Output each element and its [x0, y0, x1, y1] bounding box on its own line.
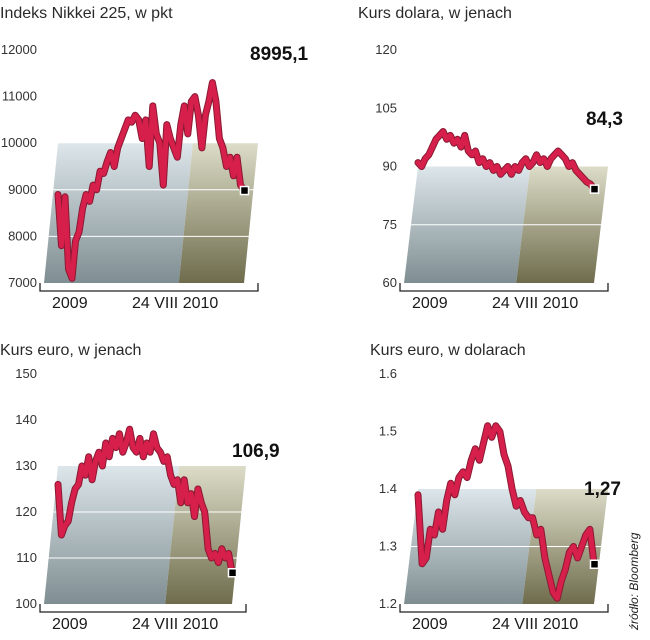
panel-left — [44, 466, 180, 604]
last-value-label: 106,9 — [232, 441, 280, 462]
x-axis — [39, 604, 247, 613]
x-label-end: 24 VIII 2010 — [132, 616, 218, 633]
x-label-start: 2009 — [412, 295, 448, 312]
chart-3: Kurs euro, w jenach 150 140 130 120 110 100 106… — [0, 342, 280, 633]
y-tick-label: 12000 — [1, 42, 37, 57]
last-value-marker — [589, 559, 600, 569]
y-tick-label: 10000 — [1, 135, 37, 150]
y-tick-label: 60 — [383, 275, 397, 290]
y-tick-label: 105 — [375, 100, 397, 115]
chart-title: Indeks Nikkei 225, w pkt — [0, 5, 173, 22]
x-label-end: 24 VIII 2010 — [492, 616, 578, 633]
last-value-label: 1,27 — [584, 479, 621, 500]
last-value-marker — [227, 568, 238, 578]
y-tick-label: 100 — [15, 596, 37, 611]
series-line — [55, 80, 247, 281]
y-tick-label: 130 — [15, 458, 37, 473]
x-label-end: 24 VIII 2010 — [132, 295, 218, 312]
x-axis — [399, 283, 609, 292]
y-tick-label: 8000 — [8, 228, 37, 243]
y-tick-label: 1.3 — [379, 539, 397, 554]
y-tick-label: 9000 — [8, 182, 37, 197]
y-tick-label: 140 — [15, 412, 37, 427]
series-line — [55, 426, 235, 575]
y-tick-label: 75 — [383, 217, 397, 232]
x-label-end: 24 VIII 2010 — [492, 295, 578, 312]
chart-2: Kurs dolara, w jenach 120 105 90 75 60 84,3 200… — [358, 5, 623, 312]
y-tick-label: 1.5 — [379, 424, 397, 439]
source-label: źródło: Bloomberg — [627, 532, 641, 631]
x-label-start: 2009 — [52, 295, 88, 312]
x-axis — [39, 283, 259, 292]
y-tick-label: 1.2 — [379, 596, 397, 611]
y-tick-label: 1.4 — [379, 481, 397, 496]
y-tick-label: 120 — [375, 42, 397, 57]
y-tick-label: 150 — [15, 366, 37, 381]
x-label-start: 2009 — [52, 616, 88, 633]
last-value-label: 8995,1 — [250, 44, 309, 65]
chart-1: Indeks Nikkei 225, w pkt 12000 11000 10000 9… — [0, 5, 309, 312]
x-label-start: 2009 — [412, 616, 448, 633]
last-value-label: 84,3 — [586, 109, 623, 130]
chart-title: Kurs euro, w jenach — [0, 342, 141, 359]
y-tick-label: 110 — [16, 550, 37, 565]
chart-title: Kurs euro, w dolarach — [370, 342, 526, 359]
y-tick-label: 7000 — [8, 275, 37, 290]
y-tick-label: 11000 — [2, 89, 37, 104]
y-tick-label: 90 — [383, 159, 397, 174]
series-line — [415, 423, 597, 601]
y-tick-label: 1.6 — [379, 366, 397, 381]
y-tick-label: 120 — [15, 504, 37, 519]
last-value-marker — [589, 184, 600, 194]
chart-4: Kurs euro, w dolarach 1.6 1.5 1.4 1.3 1.2 1,27… — [370, 342, 621, 633]
chart-title: Kurs dolara, w jenach — [358, 5, 512, 22]
series-line — [415, 129, 597, 192]
x-axis — [399, 604, 609, 613]
panel-left — [44, 143, 193, 283]
last-value-marker — [239, 185, 250, 196]
